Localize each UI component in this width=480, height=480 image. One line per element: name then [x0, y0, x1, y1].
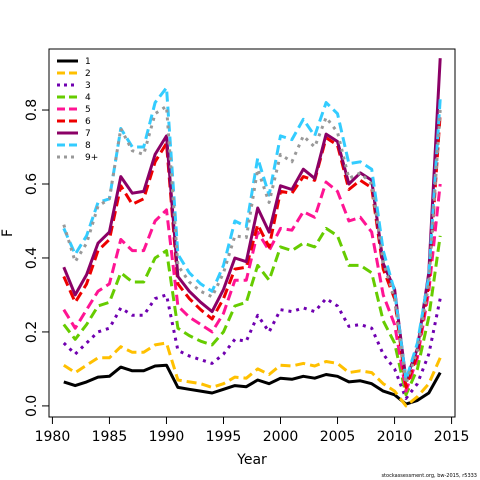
- legend-label: 8: [85, 141, 91, 151]
- legend-label: 6: [85, 117, 91, 127]
- legend-label: 3: [85, 81, 91, 91]
- series-line-1: [63, 363, 442, 406]
- x-tick-label: 2015: [434, 429, 470, 445]
- series-line-5: [62, 180, 442, 393]
- series-line-8: [62, 86, 442, 382]
- x-tick-label: 1985: [92, 429, 128, 445]
- credit-text: stockassessment.org, bw-2015, r5333: [381, 473, 477, 479]
- legend-label: 1: [85, 57, 91, 67]
- legend-label: 2: [85, 69, 91, 79]
- series-line-3: [62, 293, 442, 400]
- y-tick-label: 0.6: [24, 173, 40, 195]
- x-tick-label: 1990: [149, 429, 185, 445]
- y-axis-title: F: [0, 229, 16, 237]
- legend-label: 7: [85, 129, 91, 139]
- x-axis: 1980 1985 1990 1995 2000 2005 2010 2015: [35, 416, 470, 445]
- y-tick-label: 0.2: [24, 321, 40, 343]
- series-layer: [62, 58, 442, 408]
- x-tick-label: 1980: [35, 429, 71, 445]
- legend: 1 2 3 4 5 6 7 8 9+: [57, 57, 98, 163]
- y-tick-label: 0.8: [24, 99, 40, 121]
- legend-label: 5: [85, 105, 91, 115]
- x-tick-label: 2010: [377, 429, 413, 445]
- legend-label: 4: [85, 93, 91, 103]
- y-tick-label: 0.4: [24, 247, 40, 269]
- series-line-9plus: [62, 104, 442, 386]
- x-axis-title: Year: [236, 452, 267, 468]
- legend-label: 9+: [85, 153, 98, 163]
- x-tick-label: 2005: [320, 429, 356, 445]
- y-tick-label: 0.0: [24, 395, 40, 417]
- series-line-2: [62, 341, 442, 408]
- x-tick-label: 2000: [263, 429, 299, 445]
- x-tick-label: 1995: [206, 429, 242, 445]
- series-line-4: [62, 226, 442, 397]
- y-axis: 0.0 0.2 0.4 0.6 0.8: [24, 99, 50, 417]
